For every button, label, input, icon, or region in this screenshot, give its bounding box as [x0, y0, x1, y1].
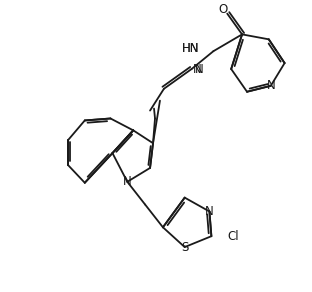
Text: HN: HN: [182, 42, 200, 55]
Text: N: N: [123, 175, 132, 188]
Text: Cl: Cl: [227, 230, 239, 243]
Text: N: N: [205, 205, 214, 218]
Text: HN: HN: [182, 42, 200, 55]
Text: N: N: [266, 79, 275, 92]
Text: N: N: [193, 62, 201, 76]
Text: N: N: [195, 62, 203, 76]
Text: O: O: [219, 3, 228, 16]
Text: S: S: [181, 241, 188, 253]
